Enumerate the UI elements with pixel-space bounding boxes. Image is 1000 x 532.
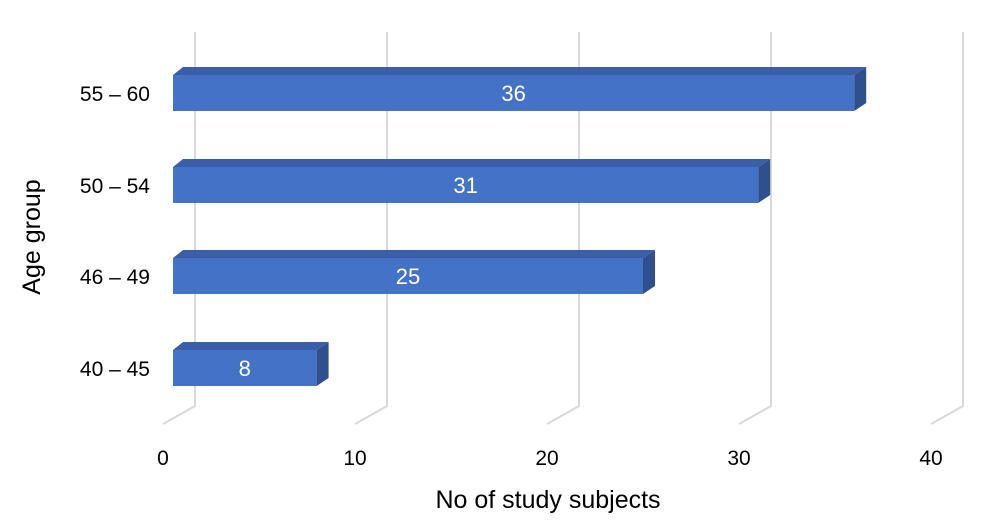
- bar: [173, 258, 643, 294]
- y-category-label: 46 – 49: [80, 266, 150, 289]
- gridline-20: [546, 32, 580, 425]
- gridline-30: [738, 32, 772, 425]
- bar-value-label: 31: [453, 173, 477, 198]
- y-axis-title: Age group: [18, 179, 46, 294]
- y-category-label: 55 – 60: [80, 83, 150, 106]
- bar-side: [316, 342, 329, 386]
- bar-side: [643, 250, 655, 294]
- bar-value-label: 8: [239, 356, 251, 381]
- y-category-label: 50 – 54: [80, 175, 150, 198]
- bar: [173, 350, 317, 386]
- bar-top: [173, 159, 771, 167]
- gridline-0: [162, 32, 196, 425]
- gridline-10: [354, 32, 388, 425]
- x-tick-label: 10: [343, 447, 366, 470]
- bar-value-label: 25: [396, 264, 420, 289]
- x-tick-label: 0: [157, 447, 169, 470]
- gridlines: [162, 32, 964, 425]
- bar-value-label: 36: [501, 81, 525, 106]
- bar-side: [854, 67, 867, 111]
- bars: [173, 67, 867, 386]
- x-axis-title: No of study subjects: [435, 486, 660, 514]
- x-tick-label: 40: [919, 447, 942, 470]
- labels: 0 10 20 30 40 8 40 – 45 25 46 – 49 31 50 – 54 36 55 …: [80, 81, 943, 470]
- bar: [173, 75, 855, 111]
- bar-top: [173, 342, 329, 350]
- x-tick-label: 20: [535, 447, 558, 470]
- x-tick-label: 30: [727, 447, 750, 470]
- bar-side: [758, 159, 771, 203]
- bar-top: [173, 250, 655, 258]
- bar: [173, 167, 759, 203]
- bar-top: [173, 67, 867, 75]
- y-category-label: 40 – 45: [80, 358, 150, 381]
- gridline-40: [930, 32, 964, 425]
